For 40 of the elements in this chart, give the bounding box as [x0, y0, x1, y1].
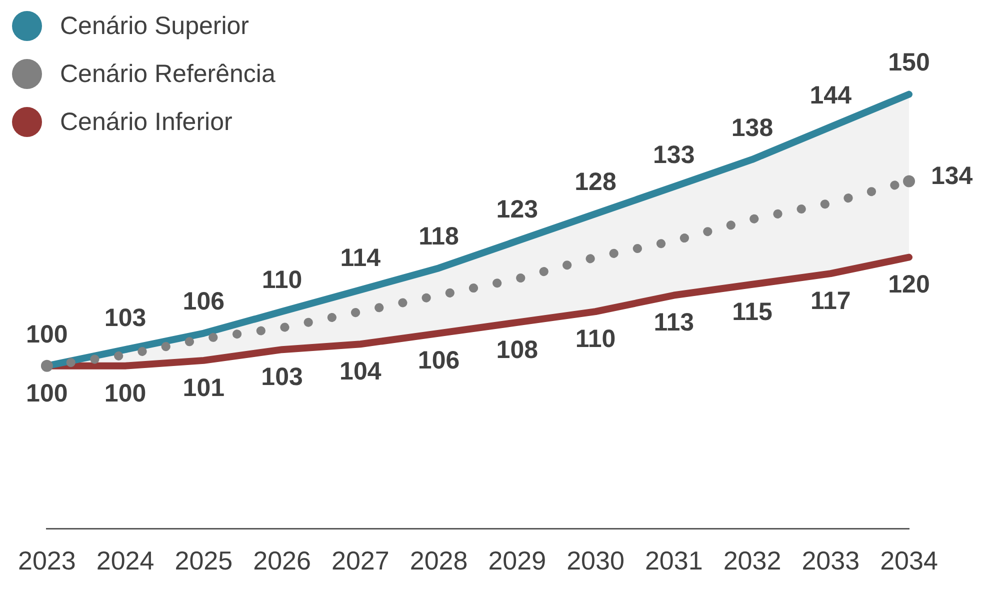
data-label: 144 [810, 81, 852, 110]
x-tick-label: 2032 [723, 546, 782, 576]
x-tick-label: 2034 [880, 546, 938, 576]
x-tick-label: 2026 [253, 546, 311, 576]
x-tick-label: 2033 [802, 546, 860, 576]
x-tick-label: 2028 [410, 546, 468, 576]
data-label: 120 [888, 270, 930, 299]
data-label: 123 [496, 195, 538, 224]
data-label: 118 [418, 222, 460, 250]
data-label: 110 [262, 266, 302, 294]
data-label: 100 [26, 379, 68, 408]
data-label: 150 [888, 48, 930, 77]
data-label: 106 [182, 288, 225, 316]
legend-label: Cenário Superior [60, 12, 249, 40]
x-tick-label: 2030 [566, 546, 624, 576]
legend-label: Cenário Inferior [60, 108, 232, 136]
x-tick-label: 2029 [488, 546, 546, 576]
data-label: 103 [261, 362, 303, 391]
data-label: 114 [340, 244, 381, 272]
data-label: 104 [340, 358, 382, 386]
data-label: 138 [731, 114, 774, 142]
x-tick-label: 2024 [96, 546, 154, 576]
data-label: 100 [104, 379, 146, 408]
x-tick-label: 2031 [644, 546, 703, 576]
data-label: 110 [575, 324, 616, 353]
x-tick-label: 2023 [18, 546, 76, 576]
data-label: 103 [104, 304, 146, 332]
data-label: 128 [574, 168, 616, 196]
x-tick-label: 2027 [331, 546, 390, 576]
x-tick-label: 2025 [174, 546, 233, 576]
data-label: 100 [26, 320, 68, 348]
data-label: 115 [732, 298, 773, 326]
legend-label: Cenário Referência [60, 60, 276, 88]
data-label: 113 [654, 308, 694, 337]
data-label: 108 [496, 336, 538, 364]
data-label: 134 [931, 162, 973, 190]
data-label: 117 [810, 286, 851, 315]
data-label: 106 [418, 346, 460, 375]
data-label: 133 [653, 141, 695, 170]
data-label: 101 [182, 374, 225, 402]
